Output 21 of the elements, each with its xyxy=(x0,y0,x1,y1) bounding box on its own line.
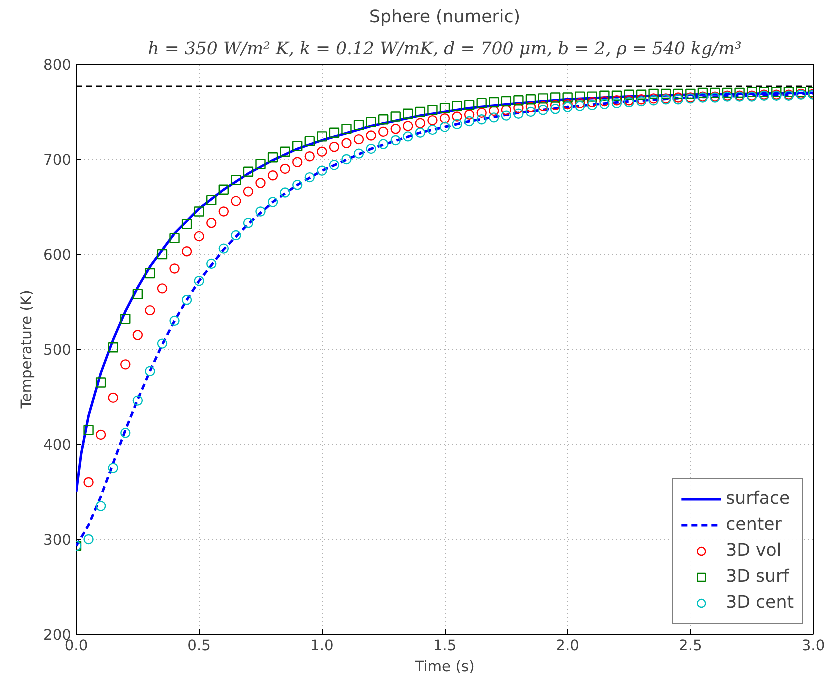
y-tick-label: 300 xyxy=(44,532,72,549)
legend-label: surface xyxy=(726,488,790,511)
y-tick-label: 500 xyxy=(44,342,72,359)
chart-subtitle: h = 350 W/m² K, k = 0.12 W/mK, d = 700 μm, b = 2, ρ = 540 kg/m³ xyxy=(148,40,742,60)
x-tick-label: 1.0 xyxy=(310,638,334,654)
x-tick-label: 1.5 xyxy=(433,638,457,654)
y-tick-label: 600 xyxy=(44,247,72,264)
y-axis-title: Temperature (K) xyxy=(18,290,36,410)
legend-label: 3D surf xyxy=(726,566,790,589)
legend-label: 3D vol xyxy=(726,540,782,563)
legend-label: 3D cent xyxy=(726,592,794,615)
x-tick-label: 3.0 xyxy=(802,638,826,654)
legend-label: center xyxy=(726,514,782,537)
chart-title: Sphere (numeric) xyxy=(369,8,521,28)
y-tick-label: 800 xyxy=(44,57,72,74)
y-tick-label: 400 xyxy=(44,437,72,454)
x-tick-label: 2.5 xyxy=(679,638,702,654)
x-tick-label: 0.5 xyxy=(188,638,211,654)
x-axis-title: Time (s) xyxy=(414,658,475,676)
y-tick-label: 700 xyxy=(44,152,72,169)
x-tick-label: 2.0 xyxy=(556,638,580,654)
